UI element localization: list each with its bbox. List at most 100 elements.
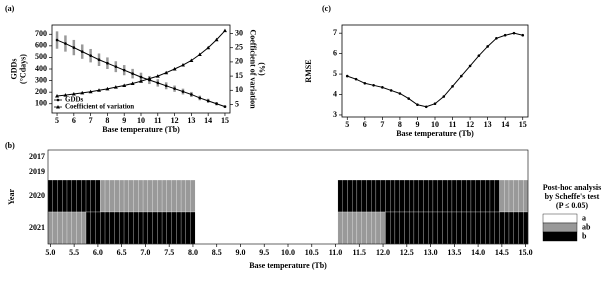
- point-marker: [80, 90, 85, 95]
- heat-cell: [57, 179, 63, 213]
- heat-cell: [214, 211, 220, 245]
- heat-cell: [90, 163, 96, 181]
- heat-cell: [123, 163, 129, 181]
- heat-cell: [180, 211, 186, 245]
- heat-cell: [461, 179, 467, 213]
- heat-cell: [347, 149, 353, 165]
- heat-cell: [390, 163, 396, 181]
- heat-cell: [295, 163, 301, 181]
- heat-cell: [119, 163, 125, 181]
- heat-cell: [195, 163, 201, 181]
- heat-cell: [119, 149, 125, 165]
- point-marker: [156, 81, 160, 85]
- heat-cell: [404, 179, 410, 213]
- heat-cell: [228, 163, 234, 181]
- x-tick-label: 13: [187, 116, 195, 125]
- heat-cell: [161, 149, 167, 165]
- heat-cell: [138, 179, 144, 213]
- heat-cell: [356, 149, 362, 165]
- heat-cell: [304, 179, 310, 213]
- heat-cell: [157, 163, 163, 181]
- y-tick-label: 400: [35, 64, 47, 73]
- heat-cell: [190, 163, 196, 181]
- heat-cell: [371, 163, 377, 181]
- heat-cell: [247, 163, 253, 181]
- heat-cell: [266, 179, 272, 213]
- heat-cell: [418, 149, 424, 165]
- heat-cell: [199, 211, 205, 245]
- heat-cell: [371, 149, 377, 165]
- point-marker: [214, 37, 219, 42]
- heat-cell: [418, 179, 424, 213]
- series-line: [56, 30, 226, 97]
- x-tick-label: 9.5: [259, 248, 269, 257]
- heat-cell: [309, 149, 315, 165]
- x-tick-label: 15: [519, 120, 527, 129]
- heat-cell: [166, 211, 172, 245]
- heat-cell: [513, 179, 519, 213]
- heat-cell: [314, 163, 320, 181]
- heat-cell: [47, 163, 53, 181]
- y-tick-label: 3: [333, 110, 337, 119]
- heat-cell: [328, 163, 334, 181]
- heat-cell: [104, 149, 110, 165]
- heat-cell: [285, 211, 291, 245]
- x-tick-label: 8.0: [188, 248, 198, 257]
- point-marker: [372, 84, 375, 87]
- heat-cell: [223, 179, 229, 213]
- heat-cell: [423, 163, 429, 181]
- y-tick-label: 200: [35, 87, 47, 96]
- point-marker: [197, 52, 202, 57]
- heat-cell: [119, 211, 125, 245]
- heat-cell: [404, 163, 410, 181]
- heat-cell: [404, 211, 410, 245]
- heat-cell: [361, 149, 367, 165]
- point-marker: [223, 105, 227, 108]
- heat-cell: [304, 163, 310, 181]
- x-tick-label: 10.5: [305, 248, 319, 257]
- x-tick-label: 11.5: [353, 248, 367, 257]
- heat-cell: [366, 211, 372, 245]
- heat-cell: [447, 211, 453, 245]
- point-marker: [460, 74, 463, 78]
- heat-cell: [275, 163, 281, 181]
- heat-cell: [95, 163, 101, 181]
- heat-cell: [499, 179, 505, 213]
- heat-cell: [323, 163, 329, 181]
- legend-label: GDDs: [65, 96, 84, 104]
- heat-cell: [299, 211, 305, 245]
- heat-cell: [375, 211, 381, 245]
- point-marker: [215, 102, 218, 106]
- heat-cell: [371, 211, 377, 245]
- x-tick-label: 14: [501, 120, 509, 129]
- point-marker: [155, 74, 160, 78]
- heat-cell: [95, 211, 101, 245]
- heat-cell: [280, 149, 286, 165]
- heat-cell: [504, 211, 510, 245]
- heat-cell: [152, 179, 158, 213]
- heat-cell: [356, 179, 362, 213]
- heat-cell: [380, 163, 386, 181]
- heat-cell: [342, 211, 348, 245]
- x-tick-label: 5: [55, 116, 59, 125]
- x-tick-label: 12: [466, 120, 474, 129]
- heat-cell: [447, 163, 453, 181]
- y2-tick-label: 20: [235, 57, 243, 66]
- x-tick-label: 11: [154, 116, 162, 125]
- heat-cell: [214, 149, 220, 165]
- heat-cell: [470, 163, 476, 181]
- x-tick-label: 9: [415, 120, 419, 129]
- heat-cell: [81, 163, 87, 181]
- x-tick-label: 13.0: [424, 248, 438, 257]
- heat-cell: [508, 163, 514, 181]
- heat-cell: [275, 179, 281, 213]
- x-tick-label: 14.0: [471, 248, 485, 257]
- x-tick-label: 6: [363, 120, 367, 129]
- heat-cell: [228, 179, 234, 213]
- heat-cell: [361, 163, 367, 181]
- heat-cell: [85, 149, 91, 165]
- y-tick-label: 2021: [29, 223, 45, 232]
- heat-cell: [423, 179, 429, 213]
- heat-cell: [133, 163, 139, 181]
- heat-cell: [290, 211, 296, 245]
